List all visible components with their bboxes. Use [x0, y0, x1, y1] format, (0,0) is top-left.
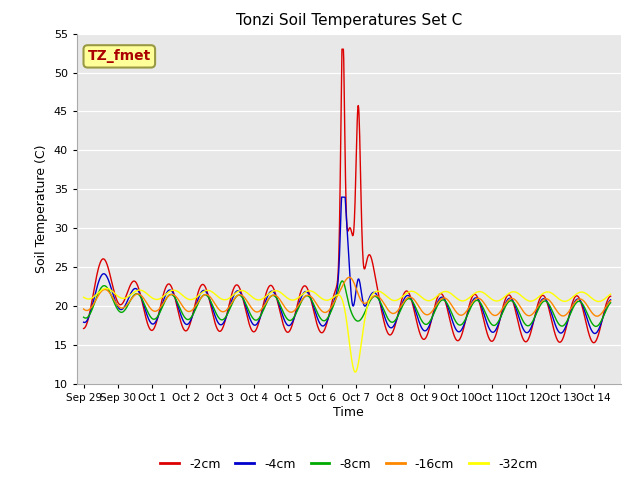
- Text: TZ_fmet: TZ_fmet: [88, 49, 151, 63]
- Legend: -2cm, -4cm, -8cm, -16cm, -32cm: -2cm, -4cm, -8cm, -16cm, -32cm: [156, 453, 542, 476]
- X-axis label: Time: Time: [333, 406, 364, 419]
- Title: Tonzi Soil Temperatures Set C: Tonzi Soil Temperatures Set C: [236, 13, 462, 28]
- Y-axis label: Soil Temperature (C): Soil Temperature (C): [35, 144, 48, 273]
